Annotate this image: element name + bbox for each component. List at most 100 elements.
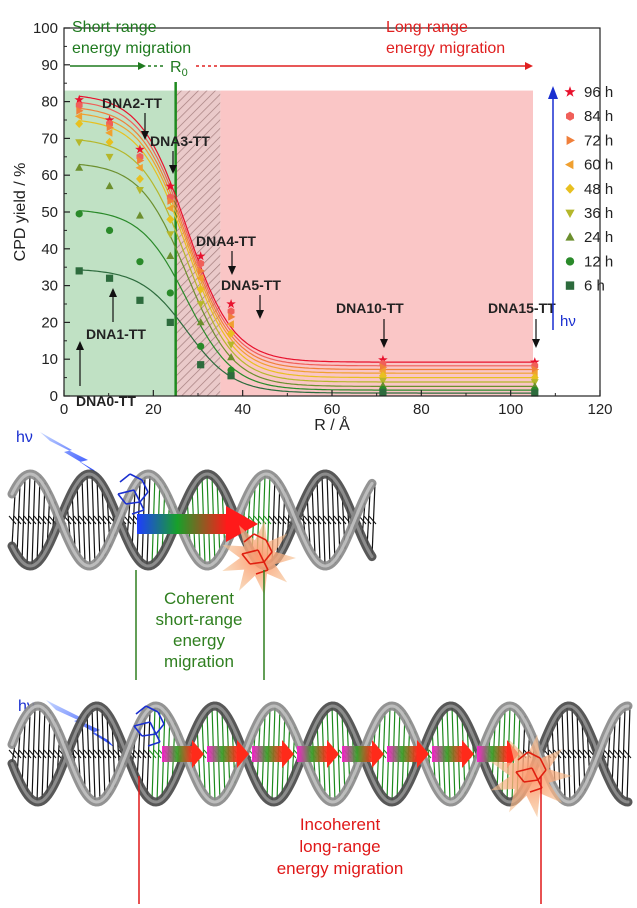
- y-tick-label: 0: [50, 388, 58, 405]
- fit-curve-24h: [79, 163, 535, 387]
- data-point-60h: [196, 274, 204, 283]
- r0-label: R0: [170, 59, 188, 79]
- data-point-48h: [75, 119, 84, 128]
- dna5-label: DNA5-TT: [221, 277, 281, 293]
- data-point-6h: [166, 318, 174, 326]
- data-point-12h: [136, 258, 144, 266]
- region-short-range: [64, 90, 176, 396]
- legend-marker-84h: [566, 111, 574, 121]
- incoherent-label-1: Incoherent: [300, 815, 381, 834]
- data-point-48h: [227, 329, 235, 338]
- data-point-24h: [136, 211, 144, 219]
- data-point-12h: [105, 226, 114, 234]
- data-points: [74, 94, 540, 397]
- long-range-label-1: Long-range: [386, 19, 468, 36]
- coherent-label-1: Coherent: [164, 589, 234, 608]
- data-point-96h: [74, 94, 84, 104]
- data-point-6h: [379, 388, 387, 396]
- data-point-48h: [196, 285, 205, 294]
- dna15-label: DNA15-TT: [488, 300, 556, 316]
- fit-curves: [79, 95, 535, 394]
- x-tick-label: 100: [498, 401, 523, 418]
- y-tick-label: 50: [41, 204, 58, 221]
- legend-marker-36h: [565, 209, 575, 218]
- data-point-36h: [196, 301, 205, 309]
- y-tick-label: 60: [41, 167, 58, 184]
- legend-marker-48h: [565, 183, 575, 194]
- legend-marker-72h: [566, 135, 575, 145]
- data-point-96h: [104, 115, 115, 125]
- dna1-label: DNA1-TT: [86, 326, 146, 342]
- y-axis-label: CPD yield / %: [12, 163, 29, 262]
- y-tick-label: 70: [41, 130, 58, 147]
- cpd-burst-icon: [222, 520, 296, 596]
- data-point-84h: [227, 307, 235, 316]
- y-tick-label: 90: [41, 57, 58, 74]
- data-point-72h: [197, 266, 205, 275]
- y-tick-label: 20: [41, 314, 58, 331]
- coherent-label-3: energy: [173, 631, 225, 650]
- data-point-24h: [196, 318, 205, 326]
- data-point-24h: [75, 163, 84, 171]
- long-range-label-2: energy migration: [386, 40, 505, 57]
- data-point-6h: [197, 361, 205, 369]
- dna4-label: DNA4-TT: [196, 233, 256, 249]
- data-point-12h: [75, 210, 83, 218]
- legend-marker-12h: [565, 257, 575, 266]
- data-point-36h: [136, 187, 144, 195]
- chart-legend: 96 h 84 h 72 h 60 h 48 h 36 h 24 h 12 h 6 h: [564, 84, 613, 295]
- fit-curve-6h: [79, 269, 535, 394]
- data-point-36h: [379, 377, 387, 385]
- legend-label-84h: 84 h: [584, 108, 613, 125]
- x-axis-label: R / Å: [314, 415, 350, 434]
- dna2-label: DNA2-TT: [102, 95, 162, 111]
- r0-arrow: R0: [70, 59, 533, 79]
- cpd-yield-chart: 0 20 40 60 80 100 120 0 10 20 30 40 50 60 70 80 90 100 R /…: [12, 19, 613, 434]
- data-point-84h: [197, 259, 205, 268]
- data-point-72h: [228, 312, 236, 321]
- coherent-label-2: short-range: [156, 610, 243, 629]
- legend-label-60h: 60 h: [584, 157, 613, 174]
- data-point-6h: [105, 274, 114, 282]
- x-tick-label: 80: [413, 401, 430, 418]
- fit-curve-12h: [79, 210, 535, 391]
- data-point-96h: [226, 299, 236, 309]
- y-tick-label: 40: [41, 241, 58, 258]
- x-tick-label: 120: [587, 401, 612, 418]
- y-tick-label: 80: [41, 94, 58, 111]
- legend-label-48h: 48 h: [584, 181, 613, 198]
- data-point-84h: [75, 101, 83, 110]
- data-point-12h: [166, 289, 174, 297]
- data-point-60h: [135, 163, 143, 172]
- chart-regions: [64, 82, 534, 396]
- y-tick-label: 30: [41, 278, 58, 295]
- lightning-bolt-icon: [40, 432, 100, 476]
- legend-label-24h: 24 h: [584, 229, 613, 246]
- legend-marker-24h: [565, 232, 575, 241]
- long-helix-illustration: hν Incoherent long-range energy migratio…: [7, 698, 633, 904]
- data-point-12h: [227, 366, 235, 374]
- fit-curve-84h: [79, 101, 535, 367]
- dna0-label: DNA0-TT: [76, 393, 136, 409]
- legend-marker-6h: [565, 281, 575, 290]
- coherent-energy-arrow: [137, 514, 227, 534]
- data-point-36h: [227, 341, 235, 349]
- hv-legend-arrow: hν: [548, 86, 576, 330]
- y-tick-label: 10: [41, 351, 58, 368]
- hv-top-label: hν: [16, 429, 33, 446]
- y-tick-label: 100: [33, 20, 58, 37]
- data-point-60h: [166, 204, 174, 213]
- short-range-label-1: Short-range: [72, 19, 157, 36]
- data-point-72h: [106, 123, 114, 132]
- fit-curve-48h: [79, 120, 535, 379]
- data-point-60h: [105, 128, 113, 137]
- fit-curve-96h: [79, 95, 535, 363]
- legend-label-12h: 12 h: [584, 253, 613, 270]
- coherent-label-4: migration: [164, 652, 234, 671]
- dna-annotations: DNA0-TT DNA1-TT DNA2-TT DNA3-TT DNA4-TT …: [76, 95, 556, 409]
- data-point-48h: [136, 174, 144, 184]
- legend-marker-96h: [564, 86, 576, 97]
- data-point-72h: [167, 197, 175, 205]
- short-helix-illustration: hν Coherent short-range energy migration: [7, 429, 377, 680]
